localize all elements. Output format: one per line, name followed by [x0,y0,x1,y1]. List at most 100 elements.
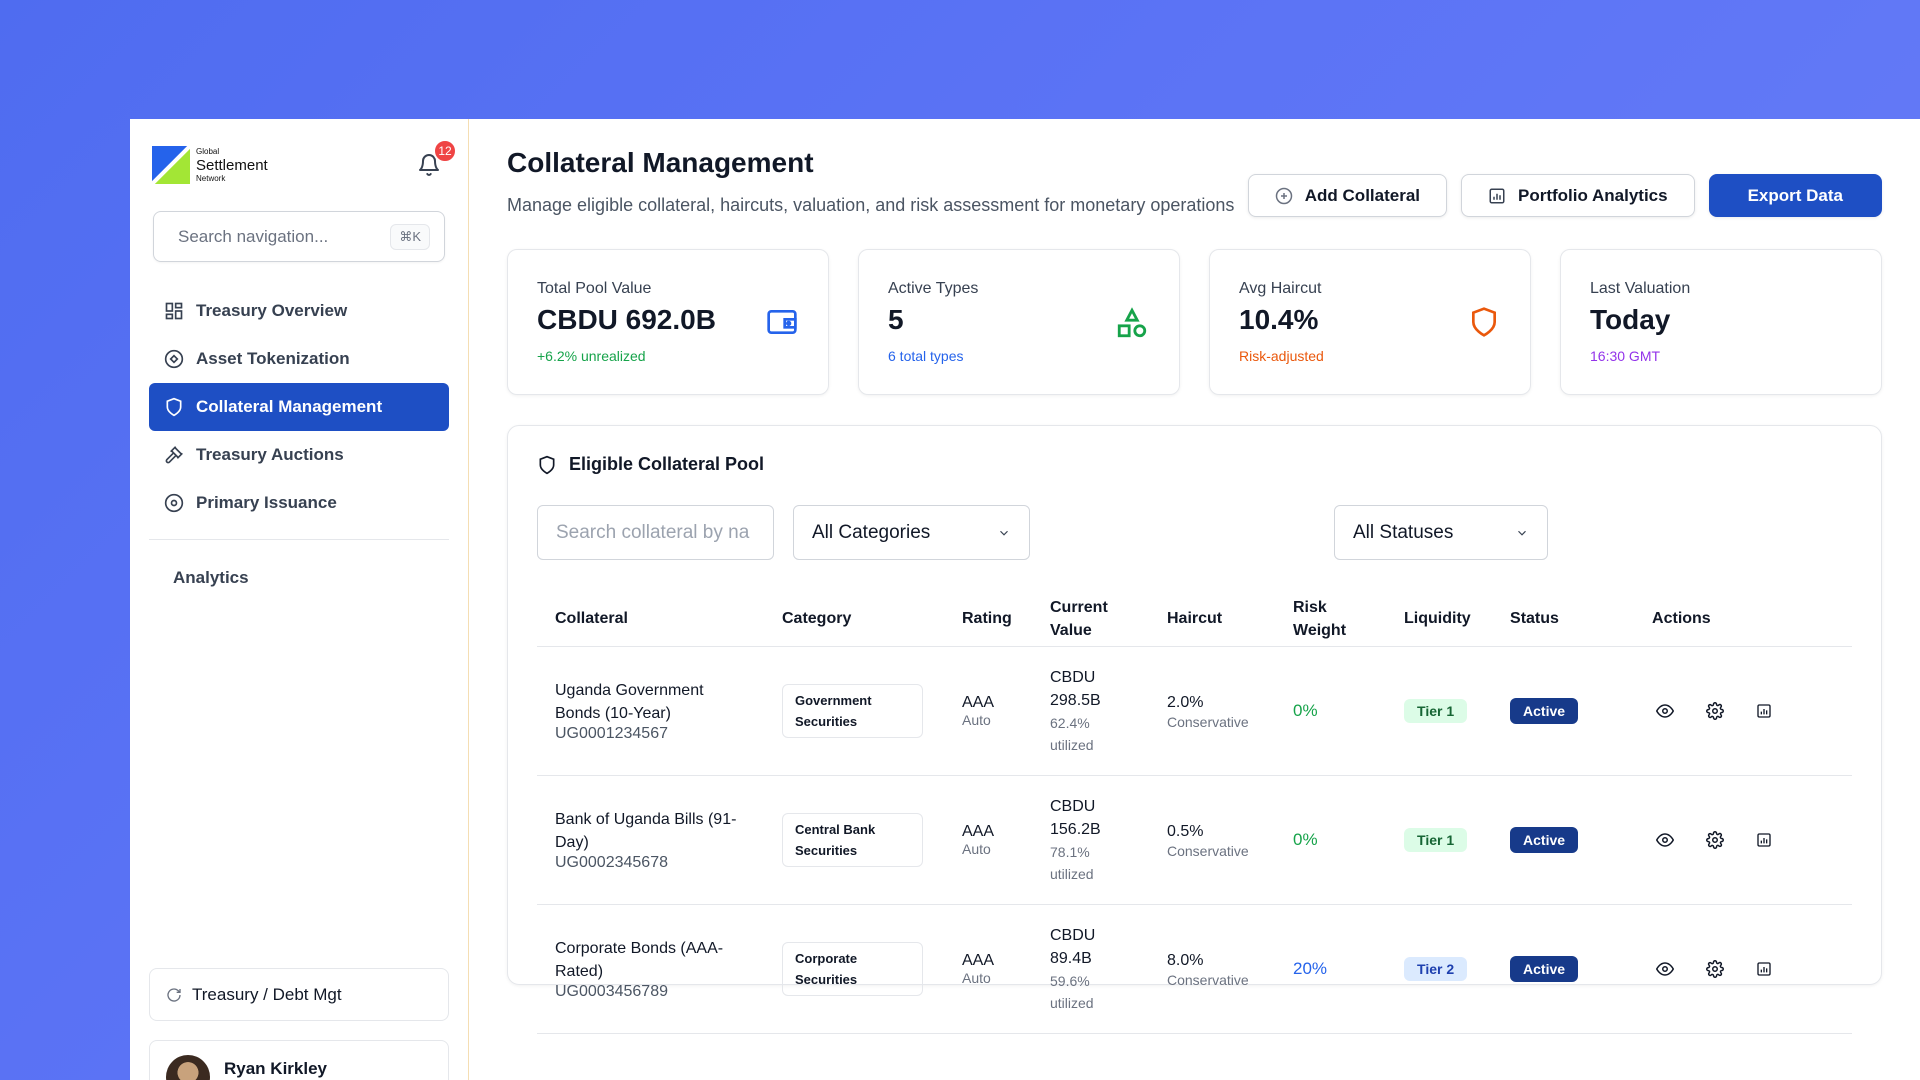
eye-icon[interactable] [1656,960,1675,978]
add-collateral-label: Add Collateral [1304,185,1421,205]
sidebar-item-label: Treasury Overview [196,301,348,320]
stat-card-last-valuation: Last Valuation Today 16:30 GMT [1560,249,1882,395]
pool-title-label: Eligible Collateral Pool [569,454,765,474]
col-header-collateral[interactable]: Collateral [537,592,764,647]
haircut-value: 2.0% [1167,694,1204,711]
pool-title: Eligible Collateral Pool [537,454,1852,475]
gear-icon[interactable] [1706,830,1724,849]
user-card[interactable]: Ryan Kirkley [149,1040,449,1080]
stats-row: Total Pool Value CBDU 692.0B +6.2% unrea… [507,249,1882,395]
collateral-id: UG0001234567 [555,724,668,742]
shapes-icon [1117,307,1147,338]
rating-value: AAA [962,822,995,840]
stat-value: 10.4% [1239,304,1319,335]
haircut-value: 0.5% [1167,823,1204,840]
grid-icon [165,302,183,320]
chevron-down-icon [1518,530,1526,536]
page-title: Collateral Management [507,147,814,178]
col-header-rating[interactable]: Rating [944,592,1032,647]
col-header-risk-weight[interactable]: Risk Weight [1275,592,1387,647]
notifications-button[interactable]: 12 [413,139,457,181]
portfolio-analytics-label: Portfolio Analytics [1518,185,1668,205]
gear-icon[interactable] [1706,959,1724,978]
current-value: CBDU 89.4B [1050,926,1096,967]
category-badge: Government Securities [782,683,923,738]
eye-icon[interactable] [1656,831,1675,849]
haircut-profile: Conservative [1167,972,1249,988]
add-collateral-button[interactable]: Add Collateral [1247,174,1448,217]
utilization: 62.4% utilized [1050,714,1094,753]
stat-card-total-pool: Total Pool Value CBDU 692.0B +6.2% unrea… [507,249,829,395]
sidebar-item-label: Asset Tokenization [196,349,350,368]
avatar [166,1055,210,1080]
eye-icon[interactable] [1656,702,1675,720]
category-badge: Central Bank Securities [782,812,923,867]
chevron-down-icon [1000,530,1008,536]
collateral-pool-panel: Eligible Collateral Pool Search collater… [507,425,1882,1034]
brand-row: Global Settlement Network 12 [149,119,457,211]
collateral-name: Bank of Uganda Bills (91-Day) [555,810,737,851]
export-data-label: Export Data [1747,185,1843,205]
liquidity-tier-badge: Tier 1 [1404,827,1468,852]
risk-weight: 0% [1293,700,1318,720]
brand-logo[interactable]: Global Settlement Network [152,146,268,184]
table-row[interactable]: Uganda Government Bonds (10-Year) UG0001… [537,646,1852,776]
page-header: Collateral Management Manage eligible co… [507,119,1882,219]
table-row[interactable]: Corporate Bonds (AAA-Rated) UG0003456789… [537,904,1852,1034]
sidebar-item-collateral-management[interactable]: Collateral Management [149,383,449,431]
category-select-value: All Categories [812,521,931,543]
col-header-liquidity[interactable]: Liquidity [1386,592,1493,647]
app-window: Global Settlement Network 12 Search navi… [130,119,1920,1080]
shortcut-hint: ⌘K [390,223,430,250]
sidebar-item-treasury-overview[interactable]: Treasury Overview [149,287,449,335]
gear-icon[interactable] [1706,701,1724,720]
notification-count-badge: 12 [433,139,457,163]
nav-search-input[interactable]: Search navigation... ⌘K [153,211,445,262]
stat-note: +6.2% unrealized [537,348,646,364]
workspace-switch-button[interactable]: Treasury / Debt Mgt [149,968,449,1021]
shield-icon [166,397,182,417]
sidebar-item-primary-issuance[interactable]: Primary Issuance [149,479,449,527]
chart-icon[interactable] [1756,703,1772,719]
rating-value: AAA [962,951,995,969]
export-data-button[interactable]: Export Data [1708,174,1882,217]
chart-icon[interactable] [1756,832,1772,848]
page-subtitle: Manage eligible collateral, haircuts, va… [507,195,1235,215]
status-badge: Active [1510,955,1579,982]
chart-icon[interactable] [1756,961,1772,977]
collateral-search-input[interactable]: Search collateral by na [537,505,774,560]
stat-value: Today [1590,304,1671,335]
collateral-search-placeholder: Search collateral by na [556,521,750,543]
filters-row: Search collateral by na All Categories A… [537,505,1852,560]
stat-card-avg-haircut: Avg Haircut 10.4% Risk-adjusted [1209,249,1531,395]
row-actions [1652,830,1852,849]
liquidity-tier-badge: Tier 1 [1404,698,1468,723]
table-row[interactable]: Bank of Uganda Bills (91-Day) UG00023456… [537,775,1852,905]
main-content: Collateral Management Manage eligible co… [469,119,1920,1080]
bell-icon [419,154,439,176]
current-value: CBDU 156.2B [1050,797,1101,838]
nav-divider [149,539,449,540]
col-header-status[interactable]: Status [1492,592,1635,647]
col-header-category[interactable]: Category [764,592,944,647]
col-header-haircut[interactable]: Haircut [1149,592,1275,647]
sidebar-section-analytics[interactable]: Analytics [173,568,249,587]
haircut-value: 8.0% [1167,952,1204,969]
haircut-profile: Conservative [1167,843,1249,859]
row-actions [1652,959,1852,978]
brand-line2: Settlement [196,156,268,174]
col-header-current-value[interactable]: Current Value [1032,592,1149,647]
category-select[interactable]: All Categories [793,505,1030,560]
category-badge: Corporate Securities [782,941,923,996]
status-select[interactable]: All Statuses [1334,505,1548,560]
plus-circle-icon [1275,187,1293,204]
sidebar-item-treasury-auctions[interactable]: Treasury Auctions [149,431,449,479]
brand-line3: Network [196,173,226,183]
sidebar-nav: Treasury Overview Asset Tokenization Col… [149,287,449,527]
sidebar-item-asset-tokenization[interactable]: Asset Tokenization [149,335,449,383]
col-header-actions: Actions [1634,592,1852,647]
utilization: 59.6% utilized [1050,972,1094,1011]
workspace-switch-label: Treasury / Debt Mgt [192,984,342,1004]
portfolio-analytics-button[interactable]: Portfolio Analytics [1461,174,1695,217]
rating-source: Auto [962,711,991,728]
